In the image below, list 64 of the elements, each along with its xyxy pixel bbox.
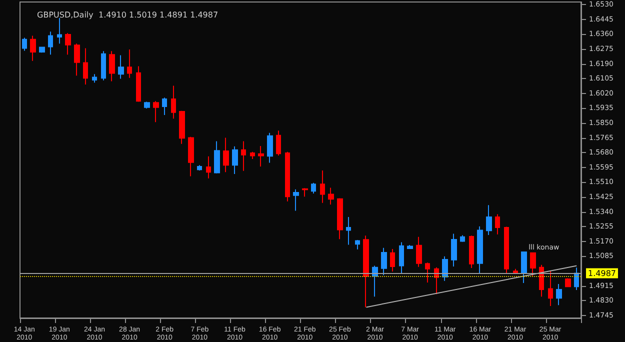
candlestick [337,198,343,240]
candlestick [258,145,264,168]
candlestick [363,235,369,308]
candlestick [57,18,62,44]
candlestick [346,216,351,246]
candlestick [241,140,246,172]
candlestick [556,284,562,306]
candlestick [390,248,395,272]
candlestick [574,267,579,290]
candlestick [460,234,465,242]
ref-line-label: 1.4987 [588,268,616,278]
candlestick [276,130,281,156]
candlestick [48,31,53,56]
candlestick [539,264,544,298]
candlestick [179,110,185,144]
text: GBPUSD,Daily 1.4910 1.5019 1.4891 1.4987 [37,10,218,20]
candlestick [118,54,124,80]
candlestick [214,140,220,174]
candlestick [416,236,422,268]
candlestick [144,101,150,110]
candlestick [92,74,97,84]
candlestick [548,270,553,306]
candlestick [293,188,299,212]
candlestick [83,48,88,86]
candlestick [127,49,132,78]
candlestick [162,97,167,116]
candlestick [22,37,27,52]
candlestick [250,151,255,160]
candlestick [197,164,202,172]
candlestick [565,278,571,288]
candlestick [320,170,325,204]
candlestick [39,46,45,54]
candlestick [188,136,194,177]
candlestick [153,100,159,123]
candlestick [425,262,430,283]
candlestick [355,240,360,250]
candlestick [530,252,536,276]
candlestick [311,182,316,194]
candlestick [206,156,211,179]
candlestick [504,226,509,274]
candlestick [521,251,527,284]
candlestick [74,43,80,76]
candlestick [101,50,106,81]
candlestick [486,204,492,236]
candlestick [469,235,474,269]
candlestick [285,151,290,202]
candlestick [30,35,36,62]
candlestick [302,188,308,198]
candlestick [223,137,229,173]
candlestick [381,247,387,276]
candlestick [451,233,457,267]
candlestick [65,32,71,56]
candlestick [328,187,334,205]
candlestick [399,242,404,274]
candlestick [109,50,115,82]
candlestick [267,132,273,164]
candlestick [232,146,238,175]
candlestick [407,244,413,250]
candlestick [495,214,500,235]
candlestick [136,66,141,102]
candlestick [171,85,176,120]
candlestick [442,256,448,282]
candlestick [513,268,518,274]
candlestick [477,226,483,274]
